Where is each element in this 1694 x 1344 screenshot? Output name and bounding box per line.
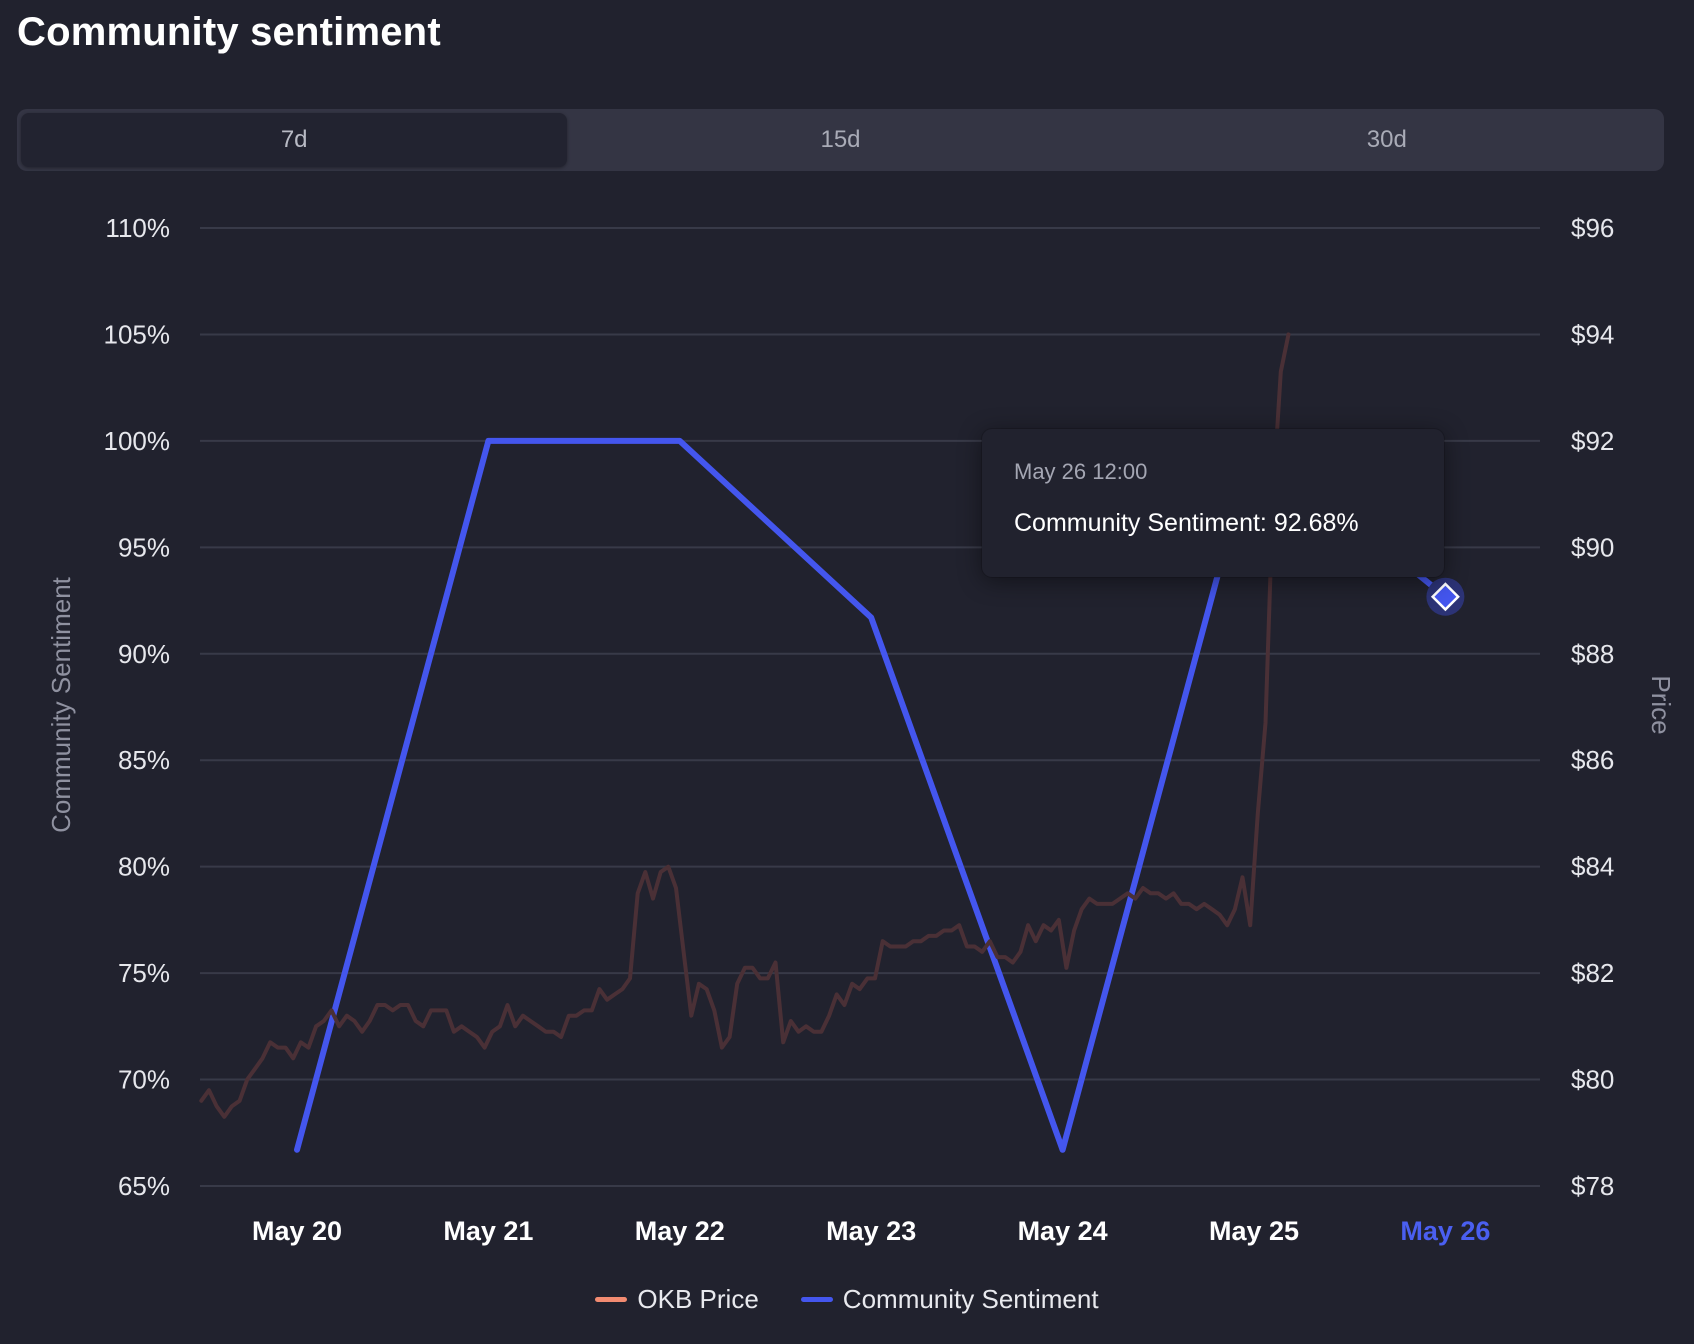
tab-7d[interactable]: 7d bbox=[21, 113, 568, 167]
legend-label: Community Sentiment bbox=[842, 1284, 1099, 1314]
left-axis-label: Community Sentiment bbox=[46, 576, 76, 833]
x-tick-label: May 26 bbox=[1400, 1216, 1490, 1246]
left-tick-label: 90% bbox=[118, 639, 170, 669]
left-axis-ticks: 110% 105% 100% 95% 90% 85% 80% 75% 70% 65% bbox=[104, 213, 171, 1201]
right-tick-label: $84 bbox=[1571, 852, 1614, 882]
left-tick-label: 70% bbox=[118, 1065, 170, 1095]
right-tick-label: $96 bbox=[1571, 213, 1614, 243]
right-tick-label: $86 bbox=[1571, 745, 1614, 775]
right-tick-label: $92 bbox=[1571, 426, 1614, 456]
left-tick-label: 110% bbox=[105, 213, 170, 243]
okb-price-line bbox=[199, 332, 1291, 1119]
x-tick-label: May 23 bbox=[826, 1216, 916, 1246]
left-tick-label: 80% bbox=[118, 852, 170, 882]
tab-15d[interactable]: 15d bbox=[820, 126, 861, 153]
legend-item-community-sentiment[interactable]: Community Sentiment bbox=[800, 1284, 1099, 1315]
right-axis-ticks: $96 $94 $92 $90 $88 $86 $84 $82 $80 $78 bbox=[1571, 213, 1614, 1201]
x-tick-label: May 22 bbox=[635, 1216, 725, 1246]
legend-item-okb-price[interactable]: OKB Price bbox=[595, 1284, 759, 1315]
x-tick-label: May 21 bbox=[443, 1216, 533, 1246]
left-tick-label: 95% bbox=[118, 532, 170, 562]
right-tick-label: $94 bbox=[1571, 319, 1614, 349]
right-tick-label: $88 bbox=[1571, 639, 1614, 669]
tooltip-date: May 26 12:00 bbox=[1014, 459, 1148, 484]
x-tick-label: May 25 bbox=[1209, 1216, 1299, 1246]
highlight-marker bbox=[1430, 582, 1460, 612]
right-tick-label: $82 bbox=[1571, 958, 1614, 988]
legend-swatch-okb-price bbox=[595, 1297, 628, 1302]
legend-swatch-community-sentiment bbox=[800, 1297, 833, 1302]
right-tick-label: $80 bbox=[1571, 1065, 1614, 1095]
right-axis-label: Price bbox=[1646, 675, 1676, 734]
legend-label: OKB Price bbox=[637, 1284, 759, 1314]
right-tick-label: $90 bbox=[1571, 532, 1614, 562]
left-tick-label: 100% bbox=[104, 426, 171, 456]
tab-30d[interactable]: 30d bbox=[1366, 126, 1407, 153]
page-title: Community sentiment bbox=[17, 10, 441, 54]
left-tick-label: 105% bbox=[104, 319, 171, 349]
grid-lines bbox=[200, 227, 1540, 1187]
sentiment-price-chart[interactable]: 110% 105% 100% 95% 90% 85% 80% 75% 70% 65% $96 $94… bbox=[0, 0, 1694, 1270]
right-tick-label: $78 bbox=[1571, 1171, 1614, 1201]
chart-legend: OKB Price Community Sentiment bbox=[0, 1284, 1694, 1315]
left-tick-label: 65% bbox=[118, 1171, 170, 1201]
x-tick-label: May 20 bbox=[252, 1216, 342, 1246]
left-tick-label: 85% bbox=[118, 745, 170, 775]
timeframe-tabs: 7d 15d 30d bbox=[17, 109, 1664, 171]
chart-tooltip: May 26 12:00 Community Sentiment: 92.68% bbox=[982, 429, 1444, 577]
x-tick-label: May 24 bbox=[1018, 1216, 1108, 1246]
x-axis-ticks: May 20 May 21 May 22 May 23 May 24 May 25 May … bbox=[252, 1216, 1490, 1246]
left-tick-label: 75% bbox=[118, 958, 170, 988]
tooltip-value: Community Sentiment: 92.68% bbox=[1014, 509, 1359, 537]
